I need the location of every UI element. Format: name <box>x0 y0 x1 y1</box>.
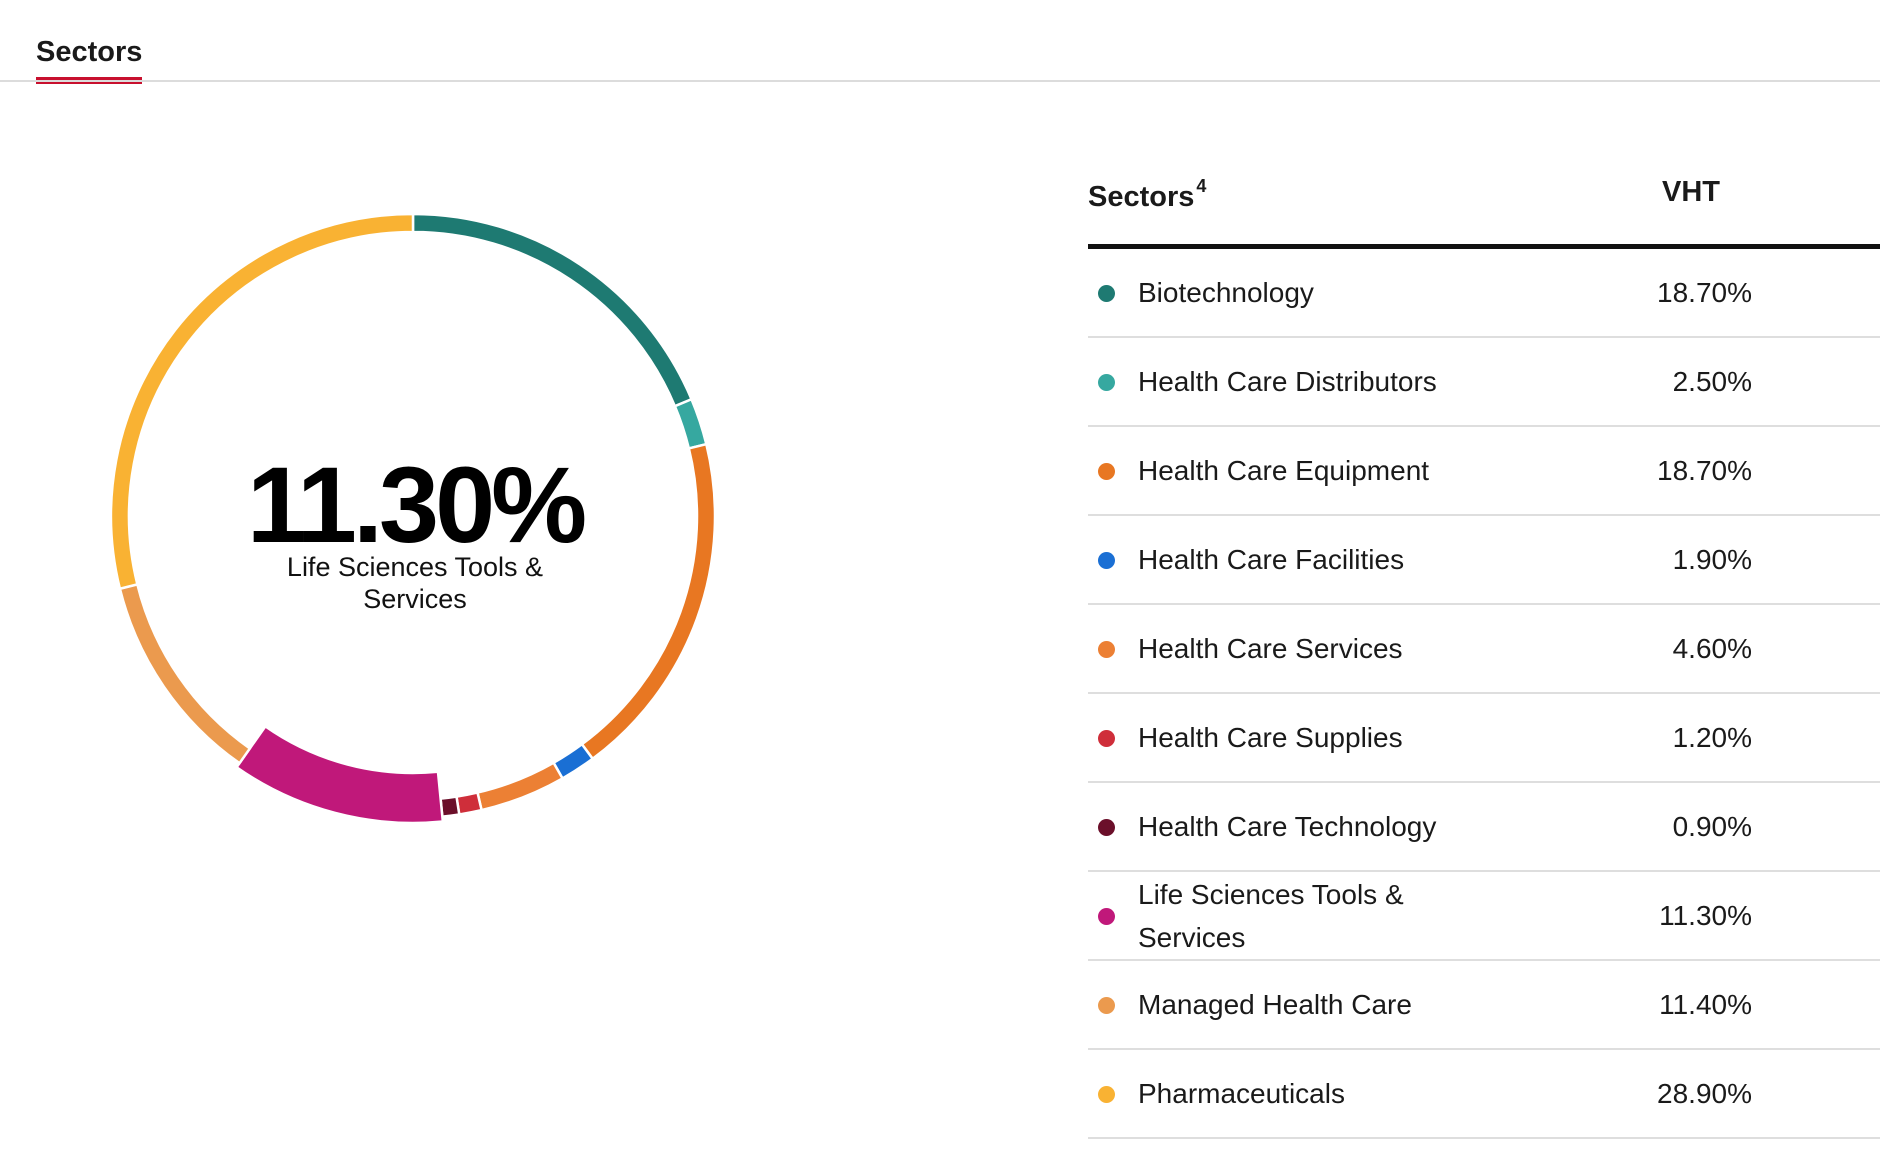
table-row[interactable]: Pharmaceuticals 28.90% <box>1088 1050 1880 1139</box>
table-row[interactable]: Health Care Facilities 1.90% <box>1088 516 1880 605</box>
donut-slice-health-care-technology[interactable] <box>439 795 461 818</box>
sector-value: 11.30% <box>1659 899 1752 931</box>
legend-dot <box>1098 552 1115 569</box>
sector-value: 4.60% <box>1672 632 1752 664</box>
donut-slice-health-care-services[interactable] <box>475 761 565 812</box>
donut-svg <box>109 212 717 825</box>
table-row[interactable]: Health Care Services 4.60% <box>1088 605 1880 694</box>
table-row[interactable]: Health Care Supplies 1.20% <box>1088 694 1880 783</box>
tab-bar-divider <box>0 80 1880 82</box>
sector-name: Health Care Services <box>1138 633 1403 664</box>
table-header: Sectors 4 VHT <box>1088 160 1880 249</box>
tab-sectors[interactable]: Sectors <box>36 36 143 84</box>
donut-slice-life-sciences-tools-services[interactable] <box>234 724 445 825</box>
header-sectors: Sectors 4 <box>1088 176 1206 214</box>
sector-value: 2.50% <box>1672 365 1752 397</box>
donut-center-value: 11.30% <box>246 444 587 565</box>
sector-table: Sectors 4 VHT Biotechnology 18.70% Health C… <box>1088 160 1880 1139</box>
donut-slice-biotechnology[interactable] <box>411 212 694 408</box>
sector-value: 0.90% <box>1672 810 1752 842</box>
legend-dot <box>1098 374 1115 391</box>
sector-value: 18.70% <box>1657 454 1752 486</box>
sector-value: 18.70% <box>1657 276 1752 308</box>
sector-donut-chart: 11.30% Life Sciences Tools & Services <box>100 207 730 857</box>
legend-dot <box>1098 908 1115 925</box>
sector-name: Health Care Equipment <box>1138 455 1430 486</box>
sector-value: 28.90% <box>1657 1077 1752 1109</box>
sector-name: Managed Health Care <box>1138 989 1412 1020</box>
sector-name: Biotechnology <box>1138 277 1314 308</box>
legend-dot <box>1098 730 1115 747</box>
table-row[interactable]: Life Sciences Tools & Services 11.30% <box>1088 872 1880 961</box>
tab-bar: Sectors <box>0 0 1880 84</box>
legend-dot <box>1098 819 1115 836</box>
table-row[interactable]: Health Care Distributors 2.50% <box>1088 338 1880 427</box>
sector-name: Health Care Technology <box>1138 811 1437 842</box>
sector-name: Pharmaceuticals <box>1138 1078 1345 1109</box>
header-sectors-label: Sectors <box>1088 181 1195 213</box>
table-row[interactable]: Managed Health Care 11.40% <box>1088 961 1880 1050</box>
table-body: Biotechnology 18.70% Health Care Distribut… <box>1088 249 1880 1139</box>
table-row[interactable]: Health Care Equipment 18.70% <box>1088 427 1880 516</box>
legend-dot <box>1098 285 1115 302</box>
legend-dot <box>1098 1086 1115 1103</box>
donut-center-label: Life Sciences Tools & Services <box>286 552 544 614</box>
donut-slice-pharmaceuticals[interactable] <box>109 212 415 591</box>
legend-dot <box>1098 641 1115 658</box>
table-row[interactable]: Health Care Technology 0.90% <box>1088 783 1880 872</box>
donut-slice-managed-health-care[interactable] <box>118 582 252 765</box>
donut-slice-health-care-supplies[interactable] <box>455 791 484 816</box>
sector-name: Health Care Distributors <box>1138 366 1437 397</box>
sector-value: 1.20% <box>1672 721 1752 753</box>
sector-name: Health Care Facilities <box>1138 544 1405 575</box>
sector-name: Health Care Supplies <box>1138 722 1403 753</box>
footnote-marker[interactable]: 4 <box>1196 176 1207 196</box>
sector-name: Life Sciences Tools & Services <box>1138 878 1404 953</box>
sector-value: 1.90% <box>1672 543 1752 575</box>
header-fund: VHT <box>1662 176 1720 208</box>
legend-dot <box>1098 997 1115 1014</box>
table-row[interactable]: Biotechnology 18.70% <box>1088 249 1880 338</box>
sector-value: 11.40% <box>1659 988 1752 1020</box>
legend-dot <box>1098 463 1115 480</box>
